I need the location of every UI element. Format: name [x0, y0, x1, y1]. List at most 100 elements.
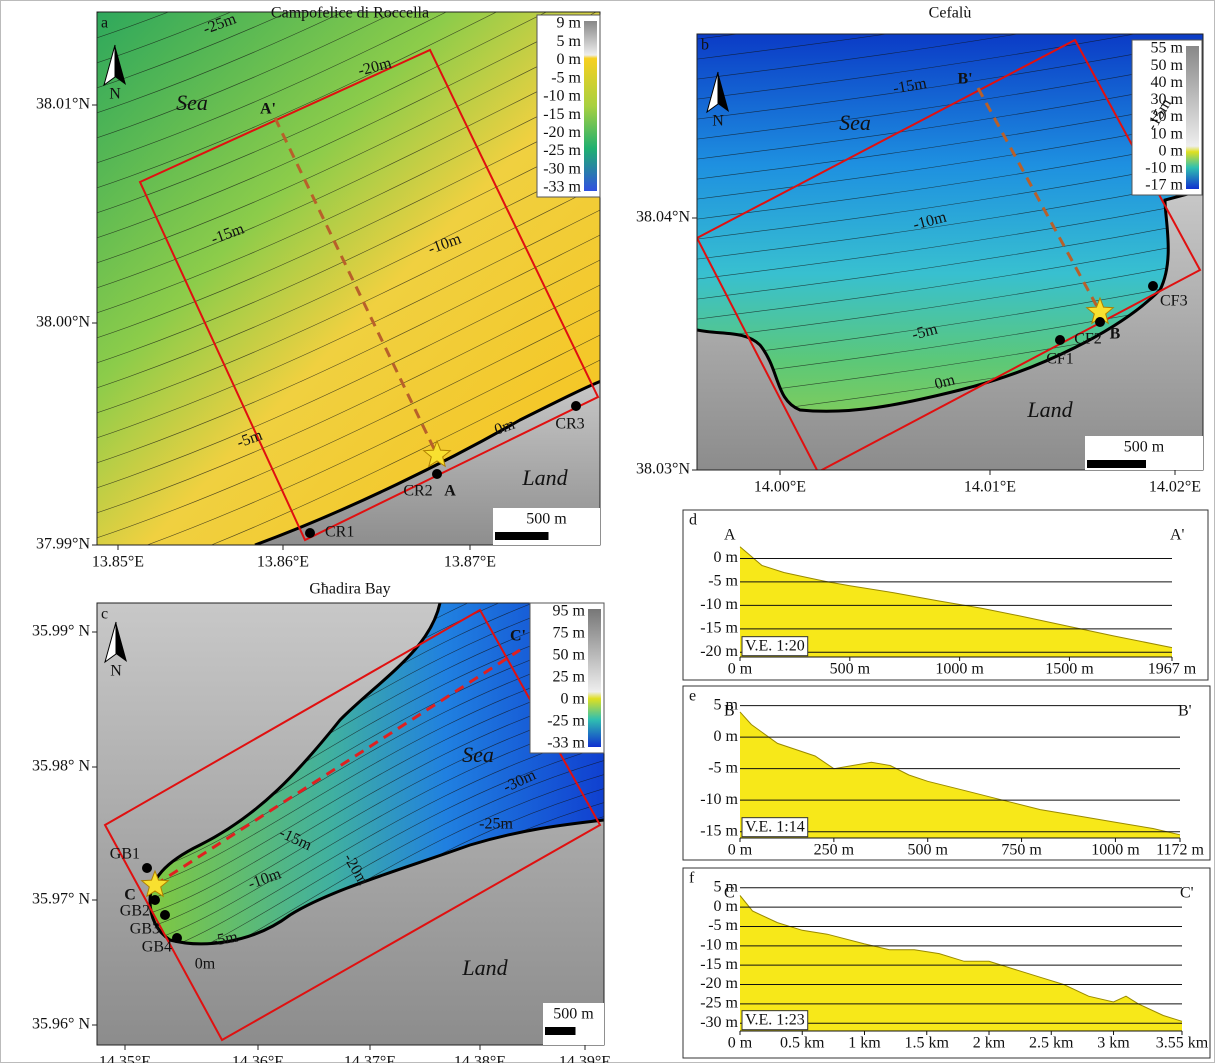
lat-label: 35.97° N	[32, 891, 90, 908]
legend-label: -20 m	[543, 124, 581, 141]
north-label: N	[110, 663, 122, 680]
point-label: GB2	[120, 903, 150, 920]
lon-label: 14.00°E	[754, 479, 806, 496]
sea-label: Sea	[462, 742, 494, 767]
end-label: C'	[1180, 885, 1194, 902]
legend-label: 0 m	[561, 691, 586, 708]
y-tick-label: -25 m	[700, 995, 738, 1012]
lat-label: 38.00°N	[36, 314, 90, 331]
contour-label: -25m	[479, 816, 513, 833]
end-label: B'	[1178, 703, 1192, 720]
legend-label: 50 m	[1151, 57, 1184, 74]
y-tick-label: -10 m	[700, 791, 738, 808]
lon-label: 14.37°E	[344, 1054, 396, 1063]
sample-point	[432, 469, 442, 479]
annotation: V.E. 1:20	[745, 638, 805, 655]
sample-point	[160, 910, 170, 920]
point-label: CF1	[1046, 351, 1074, 368]
lon-label: 14.35°E	[99, 1054, 151, 1063]
lon-label: 14.38°E	[454, 1054, 506, 1063]
x-tick-label: 2 km	[973, 1035, 1006, 1052]
legend-label: 75 m	[553, 625, 586, 642]
sample-point	[1095, 317, 1105, 327]
profile-end: A'	[260, 101, 276, 118]
scale-black	[1087, 460, 1146, 468]
x-tick-label: 250 m	[814, 842, 855, 859]
lat-label: 35.99° N	[32, 623, 90, 640]
north-label: N	[712, 113, 724, 130]
legend-label: 5 m	[557, 33, 582, 50]
legend-label: 9 m	[557, 15, 582, 32]
y-tick-label: -20 m	[700, 975, 738, 992]
color-bar	[588, 609, 601, 747]
legend-label: -5 m	[551, 69, 581, 86]
lon-label: 14.02°E	[1149, 479, 1201, 496]
point-label: CR1	[325, 524, 354, 541]
y-tick-label: -10 m	[700, 936, 738, 953]
scale-label: 500 m	[553, 1006, 594, 1023]
panel-letter: e	[689, 688, 696, 705]
lat-label: 38.01°N	[36, 96, 90, 113]
scale-label: 500 m	[1124, 439, 1165, 456]
sample-point	[150, 895, 160, 905]
point-label: CR3	[555, 416, 584, 433]
sample-point	[1055, 335, 1065, 345]
sample-point	[142, 863, 152, 873]
land-label: Land	[521, 465, 568, 490]
profile-end: C	[124, 887, 136, 904]
start-label: B	[724, 703, 735, 720]
legend-label: 40 m	[1151, 74, 1184, 91]
legend-label: 95 m	[553, 603, 586, 620]
profile-end: A	[444, 483, 456, 500]
x-tick-label: 750 m	[1001, 842, 1042, 859]
legend-label: -17 m	[1145, 177, 1183, 194]
legend-label: -10 m	[1145, 160, 1183, 177]
x-tick-label: 500 m	[907, 842, 948, 859]
y-tick-label: -30 m	[700, 1014, 738, 1031]
scale-black	[495, 532, 549, 540]
x-tick-label: 3 km	[1097, 1035, 1130, 1052]
x-tick-label: 0 m	[728, 661, 753, 678]
sea-label: Sea	[176, 90, 208, 115]
legend-label: -30 m	[543, 160, 581, 177]
x-tick-label: 500 m	[830, 661, 871, 678]
point-label: CR2	[403, 483, 432, 500]
panel-letter: d	[689, 512, 697, 529]
point-label: CF3	[1160, 293, 1188, 310]
start-label: C	[724, 885, 735, 902]
lon-label: 14.39°E	[559, 1054, 611, 1063]
lon-label: 14.01°E	[964, 479, 1016, 496]
lon-label: 14.36°E	[232, 1054, 284, 1063]
x-tick-label: 1967 m	[1148, 661, 1197, 678]
legend-label: 50 m	[553, 647, 586, 664]
profile-end: C'	[510, 628, 526, 645]
y-tick-label: -20 m	[700, 643, 738, 660]
sample-point	[1148, 281, 1158, 291]
color-bar	[584, 21, 597, 191]
profile-end: B	[1110, 326, 1121, 343]
map-title: Campofelice di Roccella	[271, 5, 429, 22]
legend-label: -33 m	[543, 179, 581, 196]
panel-letter: c	[101, 606, 108, 623]
legend-label: -15 m	[543, 106, 581, 123]
legend-label: -25 m	[547, 713, 585, 730]
point-label: GB3	[130, 921, 160, 938]
y-tick-label: -5 m	[708, 917, 738, 934]
lon-label: 13.87°E	[444, 554, 496, 571]
panel-letter: a	[101, 15, 108, 32]
sample-point	[571, 401, 581, 411]
y-tick-label: -15 m	[700, 956, 738, 973]
legend-label: 0 m	[1159, 142, 1184, 159]
y-tick-label: -10 m	[700, 596, 738, 613]
x-tick-label: 0 m	[728, 842, 753, 859]
color-bar	[1186, 46, 1199, 189]
panel-letter: b	[701, 37, 709, 54]
legend-label: 0 m	[557, 51, 582, 68]
lon-label: 13.85°E	[92, 554, 144, 571]
point-label: GB1	[110, 846, 140, 863]
x-tick-label: 1172 m	[1156, 842, 1204, 859]
x-tick-label: 1000 m	[935, 661, 984, 678]
legend-label: -25 m	[543, 142, 581, 159]
sample-point	[172, 933, 182, 943]
lon-label: 13.86°E	[257, 554, 309, 571]
